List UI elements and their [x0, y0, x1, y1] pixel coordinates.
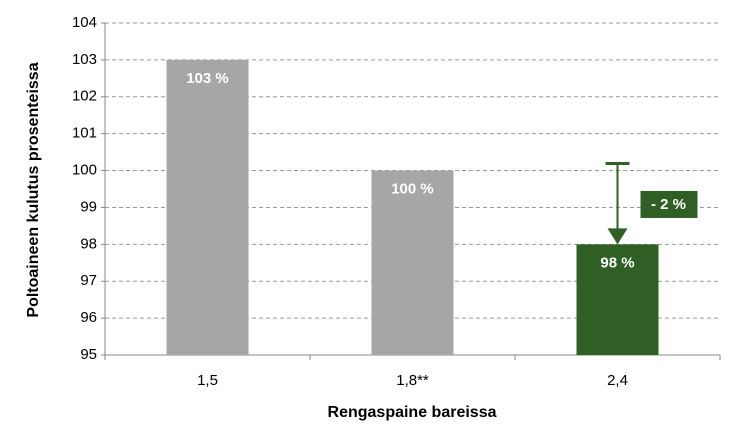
x-axis-label: Rengaspaine bareissa [328, 404, 497, 421]
annotation: - 2 % [651, 196, 686, 213]
x-tick-label: 2,4 [607, 372, 628, 389]
y-tick-label: 101 [72, 125, 97, 142]
y-tick-label: 97 [80, 272, 97, 289]
y-tick-label: 103 [72, 51, 97, 68]
arrow-head [607, 228, 628, 245]
bar [166, 59, 249, 356]
y-tick-label: 98 [80, 235, 97, 252]
y-tick-label: 99 [80, 198, 97, 215]
y-tick-label: 100 [72, 162, 97, 179]
y-tick-label: 102 [72, 88, 97, 105]
y-tick-label: 95 [80, 346, 97, 363]
annotation-box [640, 190, 698, 218]
bar [576, 244, 659, 355]
y-axis-label: Poltoaineen kulutus prosenteissa [25, 62, 42, 317]
value-label: 103 % [186, 70, 229, 87]
y-tick-label: 96 [80, 309, 97, 326]
value-label: 98 % [600, 254, 634, 271]
x-tick-label: 1,5 [197, 372, 218, 389]
value-label: 100 % [391, 181, 434, 198]
x-tick-label: 1,8** [396, 372, 429, 389]
y-tick-label: 104 [72, 14, 97, 31]
bar [371, 170, 454, 355]
